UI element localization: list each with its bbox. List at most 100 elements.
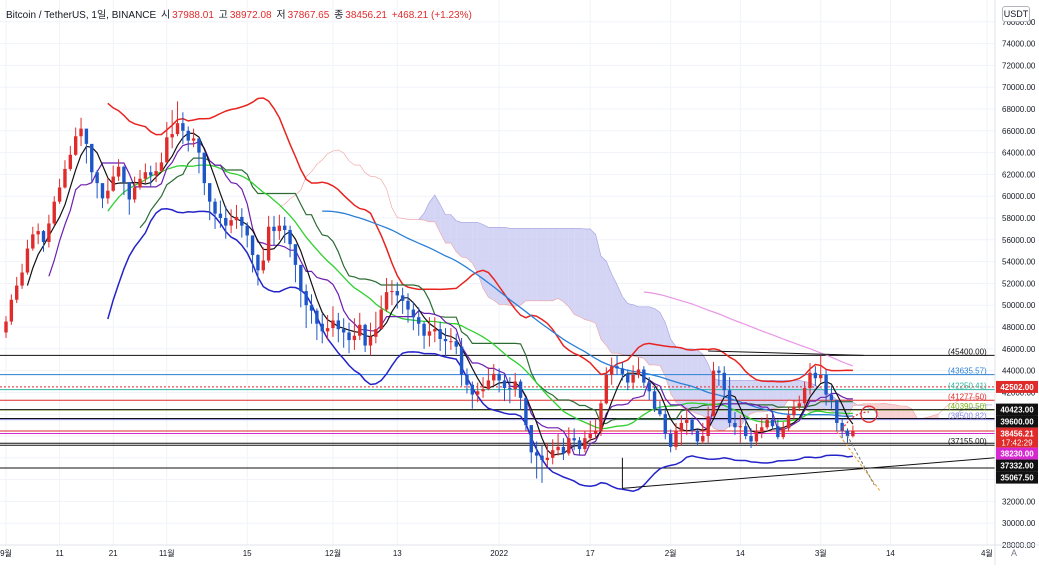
price-badge [996,447,1038,460]
cloud-segment [895,404,902,420]
candle-body [84,128,89,144]
candle-body [518,381,523,398]
candle-body [765,419,769,428]
price-badges: 42502.00 40423.00 39600.00 38456.2117:42:29… [996,380,1038,484]
x-tick-label: 12월 [325,548,341,558]
cloud-segment [885,403,891,420]
candle-body [438,329,442,339]
candle-body [73,136,78,155]
candle-body [642,369,646,383]
candle-body [599,403,603,431]
span-a-line [279,149,993,431]
price-badge [996,403,1038,416]
candle [266,215,271,263]
chart-legend: Bitcoin / TetherUS, 1일, BINANCE 시 37988.0… [6,6,474,21]
candle [695,429,700,446]
candle [122,165,126,196]
candle [218,200,223,228]
candle-body [341,329,346,333]
candle-body [422,323,426,336]
candle [400,287,405,314]
candle [529,425,533,464]
candle-body [277,225,282,232]
candle [492,364,496,386]
candle [668,429,673,453]
candle [240,208,244,238]
candle [722,366,726,398]
candle [459,337,464,386]
price-badge-text: 42502.00 [1000,383,1034,392]
symbol-title[interactable]: Bitcoin / TetherUS, 1일, BINANCE [6,10,157,21]
candle [100,183,105,209]
candle [679,415,684,446]
candle [835,400,839,432]
candle-body [358,324,362,336]
x-tick-label: 21 [109,549,118,558]
candle-body [283,225,287,230]
candle [341,318,346,348]
cloud-segment [520,228,526,306]
candle [417,307,421,336]
bollinger-upper-line [107,97,853,383]
candle-body [829,394,834,401]
candle-body [261,260,265,271]
candle [588,420,592,442]
price-badge [996,471,1038,484]
cloud-segment [584,228,591,322]
candle-body [813,372,818,379]
currency-button[interactable]: USDT [1002,6,1030,22]
time-axis[interactable]: 9월 11 21 11월 15 12월 13 2022 17 2월 14 3월 14 4월 [0,544,1039,558]
candle-body [154,171,158,176]
candle [224,206,228,239]
candle-body [304,291,308,306]
candle-body [165,137,169,163]
candle [132,176,137,203]
candle-body [390,291,394,293]
cloud-segment [788,380,794,402]
candle [808,362,812,395]
candle [63,160,67,189]
candle [186,126,190,152]
candle [229,209,233,234]
candle-body [288,229,292,245]
y-tick-label: 46000.00 [1002,345,1036,354]
cloud-segment [633,304,639,358]
candle-body [668,433,673,447]
candle-body [727,390,732,423]
candle [706,406,710,443]
candle-body [4,321,8,333]
candle [481,377,485,398]
candle-body [347,332,351,341]
candle-body [770,419,775,427]
candle-body [149,172,153,176]
candle-body [486,380,491,390]
high-value: 38972.08 [229,10,272,21]
candle-body [266,226,271,261]
cloud-segment [767,380,773,412]
highlight-circle [860,405,878,423]
candle [25,239,30,275]
candle-body [824,374,828,395]
auto-scale-button[interactable]: A [1011,548,1018,558]
candle [561,438,566,460]
candle-body [395,291,399,296]
cloud-segment [627,303,634,356]
candle [470,381,475,409]
price-badge [996,380,1038,393]
price-badge-text: 40423.00 [1000,406,1034,415]
y-tick-label: 48000.00 [1002,323,1036,332]
candle [95,170,99,199]
candle-body [9,299,14,322]
cloud-segment [761,380,768,413]
candle-body [502,380,507,389]
x-tick-label: 13 [393,549,402,558]
cloud-segment [542,228,548,301]
cloud-segment [643,306,650,365]
candle-body [52,201,56,224]
candle [390,280,394,306]
candle [9,294,14,325]
candle-body [197,138,201,153]
candle [727,377,732,428]
